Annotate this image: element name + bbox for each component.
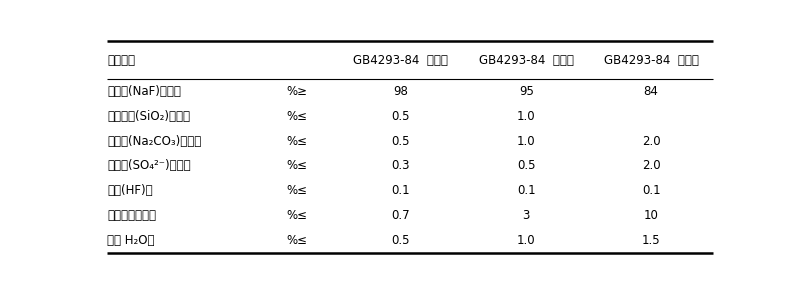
- Text: 1.0: 1.0: [517, 234, 535, 247]
- Text: 2.0: 2.0: [642, 160, 661, 173]
- Text: %≤: %≤: [286, 234, 307, 247]
- Text: 2.0: 2.0: [642, 135, 661, 148]
- Text: 1.0: 1.0: [517, 110, 535, 123]
- Text: 0.1: 0.1: [517, 184, 535, 197]
- Text: %≤: %≤: [286, 209, 307, 222]
- Text: 0.1: 0.1: [642, 184, 661, 197]
- Text: 84: 84: [644, 85, 658, 98]
- Text: 硫酸盐(SO₄²⁻)含量，: 硫酸盐(SO₄²⁻)含量，: [107, 160, 191, 173]
- Text: 98: 98: [394, 85, 408, 98]
- Text: 碳酸钙(Na₂CO₃)含量，: 碳酸钙(Na₂CO₃)含量，: [107, 135, 202, 148]
- Text: 0.7: 0.7: [391, 209, 410, 222]
- Text: 0.5: 0.5: [391, 110, 410, 123]
- Text: 10: 10: [644, 209, 658, 222]
- Text: 水分 H₂O，: 水分 H₂O，: [107, 234, 155, 247]
- Text: %≤: %≤: [286, 160, 307, 173]
- Text: %≤: %≤: [286, 184, 307, 197]
- Text: %≤: %≤: [286, 135, 307, 148]
- Text: 氟化钙(NaF)含量，: 氟化钙(NaF)含量，: [107, 85, 182, 98]
- Text: GB4293-84  三级品: GB4293-84 三级品: [604, 54, 698, 67]
- Text: 酸度(HF)，: 酸度(HF)，: [107, 184, 153, 197]
- Text: 二氧化硅(SiO₂)含量，: 二氧化硅(SiO₂)含量，: [107, 110, 190, 123]
- Text: 指标名称: 指标名称: [107, 54, 135, 67]
- Text: 95: 95: [519, 85, 534, 98]
- Text: %≥: %≥: [286, 85, 307, 98]
- Text: 1.5: 1.5: [642, 234, 661, 247]
- Text: 0.5: 0.5: [391, 135, 410, 148]
- Text: 3: 3: [522, 209, 530, 222]
- Text: 0.5: 0.5: [391, 234, 410, 247]
- Text: 0.5: 0.5: [517, 160, 535, 173]
- Text: %≤: %≤: [286, 110, 307, 123]
- Text: GB4293-84  二级品: GB4293-84 二级品: [479, 54, 574, 67]
- Text: 0.1: 0.1: [391, 184, 410, 197]
- Text: 0.3: 0.3: [391, 160, 410, 173]
- Text: 1.0: 1.0: [517, 135, 535, 148]
- Text: 水不溶物含量，: 水不溶物含量，: [107, 209, 157, 222]
- Text: GB4293-84  一级品: GB4293-84 一级品: [354, 54, 448, 67]
